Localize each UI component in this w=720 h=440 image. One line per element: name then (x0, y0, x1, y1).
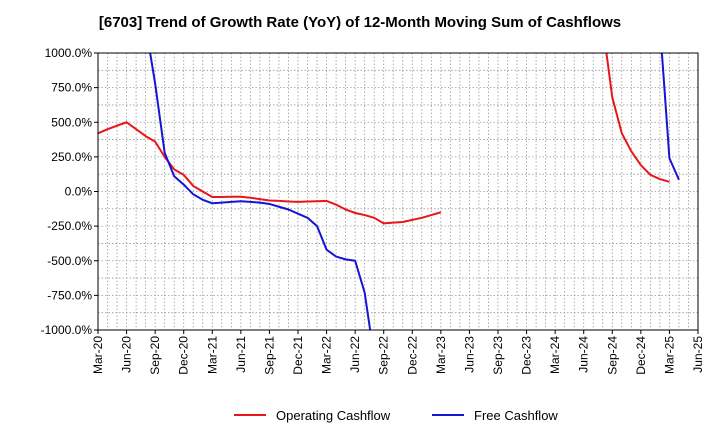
y-axis-ticks: 1000.0% 750.0% 500.0% 250.0% 0.0% -250.0% -500… (41, 46, 98, 337)
x-tick-label: Sep-22 (377, 336, 391, 375)
x-tick-label: Mar-21 (205, 336, 219, 374)
x-tick-label: Dec-24 (634, 336, 648, 375)
y-tick-label: 750.0% (51, 81, 92, 95)
y-tick-label: -250.0% (47, 219, 92, 233)
x-tick-label: Dec-22 (405, 336, 419, 375)
series-lines (98, 53, 680, 330)
legend-label-free-cashflow: Free Cashflow (474, 408, 558, 423)
x-tick-label: Mar-25 (662, 336, 676, 374)
x-tick-label: Jun-23 (462, 336, 476, 373)
grid (97, 52, 699, 331)
x-tick-label: Mar-24 (548, 336, 562, 374)
series-line-operating-cashflow (605, 53, 670, 183)
x-tick-label: Dec-20 (177, 336, 191, 375)
y-tick-label: 1000.0% (45, 46, 93, 60)
x-tick-label: Dec-23 (520, 336, 534, 375)
x-tick-label: Sep-24 (605, 336, 619, 375)
x-tick-label: Jun-24 (577, 336, 591, 373)
plot-border (97, 52, 699, 331)
x-axis-ticks: Mar-20 Jun-20 Sep-20 Dec-20 Mar-21 Jun-21 Sep-… (91, 330, 705, 375)
legend: Operating Cashflow Free Cashflow (234, 408, 558, 423)
x-tick-label: Dec-21 (291, 336, 305, 375)
x-tick-label: Mar-20 (91, 336, 105, 374)
x-tick-label: Sep-21 (262, 336, 276, 375)
x-tick-label: Jun-22 (348, 336, 362, 373)
y-tick-label: 0.0% (65, 185, 93, 199)
x-tick-label: Sep-23 (491, 336, 505, 375)
y-tick-label: -750.0% (47, 288, 92, 302)
y-tick-label: -500.0% (47, 254, 92, 268)
plot-area (98, 53, 698, 330)
y-tick-label: -1000.0% (41, 323, 93, 337)
x-tick-label: Jun-25 (691, 336, 705, 373)
legend-label-operating-cashflow: Operating Cashflow (276, 408, 391, 423)
series-line-free-cashflow (149, 53, 372, 330)
series-line-free-cashflow (660, 53, 680, 181)
y-tick-label: 250.0% (51, 150, 92, 164)
series-line-operating-cashflow (98, 121, 442, 225)
chart-title: [6703] Trend of Growth Rate (YoY) of 12-… (98, 14, 622, 31)
y-tick-label: 500.0% (51, 115, 92, 129)
x-tick-label: Mar-22 (320, 336, 334, 374)
x-tick-label: Sep-20 (148, 336, 162, 375)
x-tick-label: Jun-20 (120, 336, 134, 373)
x-tick-label: Jun-21 (234, 336, 248, 373)
x-tick-label: Mar-23 (434, 336, 448, 374)
